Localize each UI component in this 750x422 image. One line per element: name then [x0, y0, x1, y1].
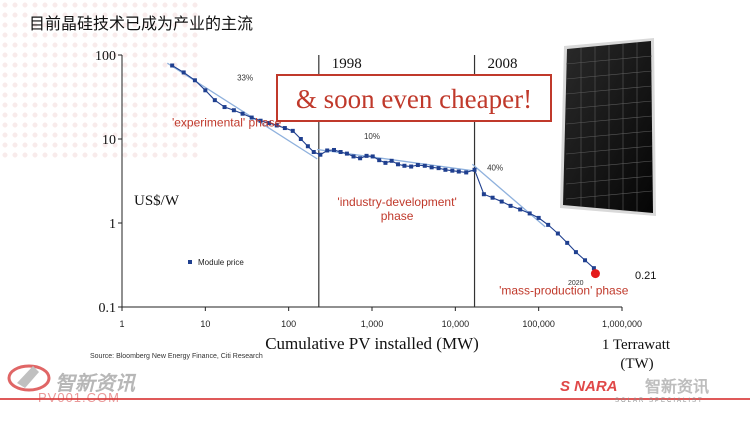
module-price-point: [338, 150, 343, 155]
trend-line: [471, 163, 546, 228]
module-price-point: [222, 105, 227, 110]
module-price-point: [415, 163, 420, 168]
module-price-point: [249, 115, 254, 120]
watermark-text-left: 智新资讯: [55, 371, 135, 395]
watermark-url: PV001.COM: [38, 390, 120, 405]
dot-pattern-decoration: [0, 0, 200, 160]
callout-box: [276, 74, 552, 122]
year-marker-label: 2008: [488, 56, 518, 72]
module-price-point: [536, 215, 541, 220]
x-tick-label: 100,000: [522, 319, 555, 329]
module-price-point: [351, 154, 356, 159]
module-price-point: [583, 258, 588, 263]
module-price-point: [311, 150, 316, 155]
y-axis-label: US$/W: [134, 193, 180, 209]
x-tick-label: 1: [119, 319, 124, 329]
module-price-point: [364, 153, 369, 158]
slide-title: 目前晶硅技术已成为产业的主流: [29, 14, 254, 33]
highlight-dot: [590, 269, 600, 279]
x-axis-label: Cumulative PV installed (MW): [265, 334, 479, 353]
module-price-point: [212, 98, 217, 103]
module-price-point: [325, 148, 330, 153]
chart-source-note: Source: Bloomberg New Energy Finance, Ci…: [90, 353, 263, 360]
brand-tagline: SOLAR SPECIALIST: [615, 398, 704, 404]
x-tick-label: 10,000: [442, 319, 470, 329]
module-price-point: [231, 108, 236, 113]
module-price-point: [377, 158, 382, 163]
module-price-point: [409, 164, 414, 169]
module-price-point: [436, 166, 441, 171]
module-price-point: [290, 128, 295, 133]
module-price-point: [565, 240, 570, 245]
module-price-point: [464, 170, 469, 175]
module-price-point: [555, 231, 560, 236]
module-price-point: [450, 168, 455, 173]
brand-logo-right: S NARA: [560, 378, 618, 395]
footer-line: [0, 398, 750, 400]
phase-label: 'mass-production' phase: [499, 284, 629, 298]
legend-marker: [188, 260, 192, 264]
module-price-point: [240, 111, 245, 116]
module-price-point: [389, 158, 394, 163]
year-marker-label: 1998: [332, 56, 362, 72]
module-price-point: [546, 222, 551, 227]
module-price-point: [358, 156, 363, 161]
module-price-point: [481, 192, 486, 197]
module-price-point: [318, 152, 323, 157]
phase-label-line2: phase: [381, 209, 414, 223]
module-price-point: [527, 211, 532, 216]
callout-text: & soon even cheaper!: [296, 84, 532, 114]
x-tick-label: 1,000: [361, 319, 384, 329]
watermark-text-right: 智新资讯: [645, 377, 710, 396]
module-price-point: [490, 195, 495, 200]
module-price-point: [472, 167, 477, 172]
module-price-point: [499, 199, 504, 204]
module-price-point: [344, 151, 349, 156]
y-tick-label: 100: [95, 49, 116, 64]
module-price-point: [456, 169, 461, 174]
x-extra-label-tw: (TW): [620, 356, 653, 372]
value-label: 0.21: [635, 270, 656, 282]
solar-panel-image: [560, 38, 656, 216]
module-price-point: [170, 63, 175, 68]
module-price-point: [274, 123, 279, 128]
year-2020-label: 2020: [568, 280, 584, 287]
watermark-logo-left: [5, 358, 170, 408]
module-price-point: [266, 121, 271, 126]
module-price-point: [332, 147, 337, 152]
y-tick-label: 1: [109, 217, 116, 232]
module-price-point: [305, 144, 310, 149]
module-price-point: [402, 163, 407, 168]
x-tick-label: 1,000,000: [602, 319, 642, 329]
module-price-point: [422, 163, 427, 168]
learning-rate-label: 10%: [364, 132, 380, 141]
module-price-point: [518, 207, 523, 212]
module-price-point: [370, 154, 375, 159]
module-price-point: [591, 266, 596, 271]
module-price-point: [508, 203, 513, 208]
x-tick-label: 10: [200, 319, 210, 329]
module-price-point: [383, 160, 388, 165]
legend-label: Module price: [198, 258, 244, 267]
learning-rate-label: 33%: [237, 73, 253, 82]
phase-label: 'industry-development': [337, 195, 456, 209]
module-price-point: [258, 118, 263, 123]
module-price-point: [443, 167, 448, 172]
module-price-point: [181, 70, 186, 75]
x-tick-label: 100: [281, 319, 296, 329]
module-price-point: [395, 162, 400, 167]
x-extra-label-terrawatt: 1 Terrawatt: [602, 337, 671, 353]
module-price-point: [203, 88, 208, 93]
learning-rate-label: 40%: [487, 164, 503, 173]
y-tick-label: 0.1: [99, 301, 117, 316]
module-price-point: [192, 78, 197, 83]
module-price-point: [573, 250, 578, 255]
module-price-point: [429, 165, 434, 170]
phase-label: 'experimental' phase: [172, 116, 282, 130]
module-price-point: [282, 126, 287, 131]
y-tick-label: 10: [102, 133, 116, 148]
module-price-point: [298, 137, 303, 141]
